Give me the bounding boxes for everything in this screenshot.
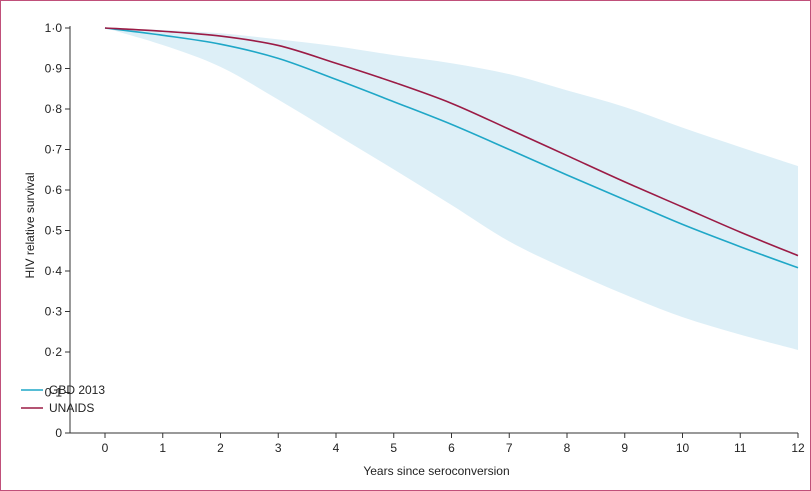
- y-axis-title: HIV relative survival: [23, 172, 37, 278]
- y-tick-label: 0: [55, 426, 62, 440]
- x-tick-label: 3: [275, 441, 282, 455]
- y-tick-label: 0·9: [45, 62, 63, 76]
- y-tick-label: 0·7: [45, 143, 63, 157]
- x-tick-label: 10: [676, 441, 690, 455]
- series-line-gbd-2013: [104, 27, 799, 269]
- x-tick-label: 4: [333, 441, 340, 455]
- x-tick-label: 0: [102, 441, 109, 455]
- y-tick-label: 0·1: [45, 386, 63, 400]
- y-tick-label: 0·5: [45, 224, 63, 238]
- x-axis-title: Years since seroconversion: [363, 464, 509, 478]
- legend-label: UNAIDS: [49, 401, 94, 415]
- x-tick-label: 8: [564, 441, 571, 455]
- legend-label: GBD 2013: [49, 383, 105, 397]
- y-tick-label: 0·4: [45, 264, 63, 278]
- series-line-unaids: [104, 27, 799, 257]
- uncertainty-band: [105, 28, 798, 350]
- x-tick-label: 6: [448, 441, 455, 455]
- x-tick-label: 7: [506, 441, 513, 455]
- x-tick-label: 1: [159, 441, 166, 455]
- y-tick-label: 0·2: [45, 345, 63, 359]
- x-tick-label: 2: [217, 441, 224, 455]
- y-tick-label: 0·8: [45, 102, 63, 116]
- y-tick-label: 1·0: [45, 21, 63, 35]
- y-tick-label: 0·3: [45, 305, 63, 319]
- x-tick-label: 12: [791, 441, 805, 455]
- x-tick-label: 9: [621, 441, 628, 455]
- x-tick-label: 5: [390, 441, 397, 455]
- x-tick-label: 11: [734, 441, 747, 455]
- y-tick-label: 0·6: [45, 183, 63, 197]
